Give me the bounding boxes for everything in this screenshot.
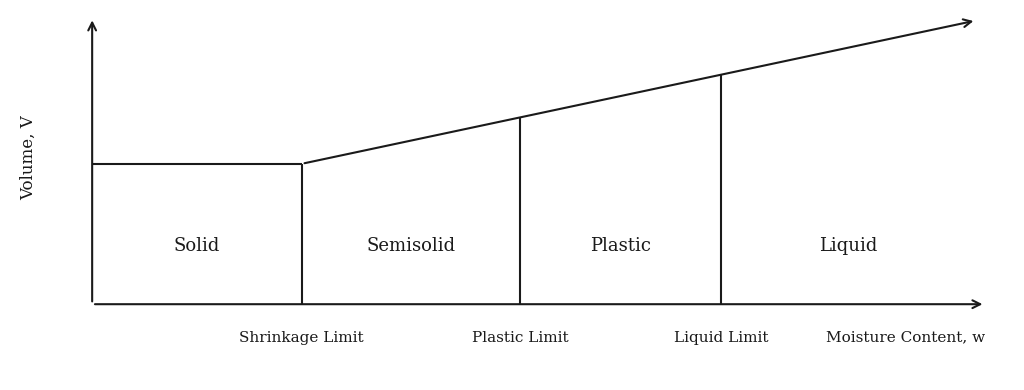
Text: Shrinkage Limit: Shrinkage Limit xyxy=(240,331,365,344)
Text: Solid: Solid xyxy=(174,237,220,255)
Text: Semisolid: Semisolid xyxy=(367,237,456,255)
Text: Liquid Limit: Liquid Limit xyxy=(674,331,768,344)
Text: Liquid: Liquid xyxy=(819,237,878,255)
Text: Plastic: Plastic xyxy=(590,237,651,255)
Text: Plastic Limit: Plastic Limit xyxy=(472,331,568,344)
Text: Volume, V: Volume, V xyxy=(19,115,37,200)
Text: Moisture Content, w: Moisture Content, w xyxy=(826,331,985,344)
